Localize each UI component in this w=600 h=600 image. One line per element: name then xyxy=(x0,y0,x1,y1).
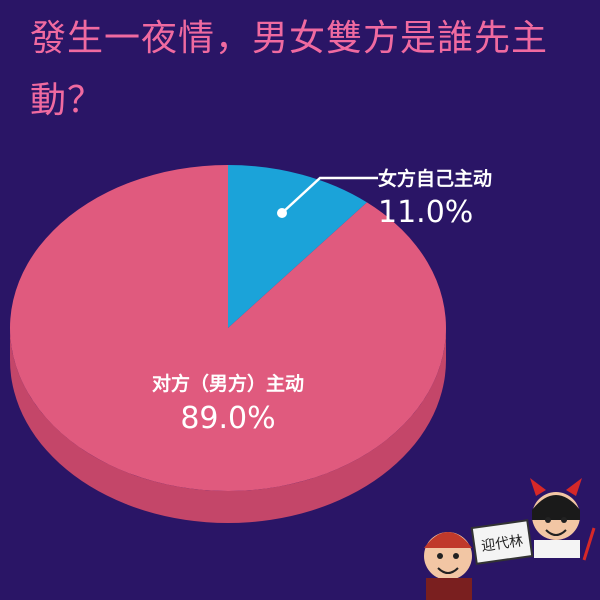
watermark-text: 迎代林 xyxy=(480,533,524,555)
leader-dot xyxy=(277,208,287,218)
slice-value-male: 89.0% xyxy=(180,401,275,436)
pie-slice-male xyxy=(9,165,446,492)
pie-slice-female xyxy=(228,165,367,328)
pie-side xyxy=(10,328,446,523)
slice-value-female: 11.0% xyxy=(378,195,473,230)
slice-label-female: 女方自己主动 xyxy=(378,167,492,190)
leader-line xyxy=(281,176,378,214)
slice-label-male: 对方（男方）主动 xyxy=(152,372,304,395)
watermark-characters: 迎代林 xyxy=(424,478,596,600)
page-title: 發生一夜情，男女雙方是誰先主動？ xyxy=(30,18,549,121)
